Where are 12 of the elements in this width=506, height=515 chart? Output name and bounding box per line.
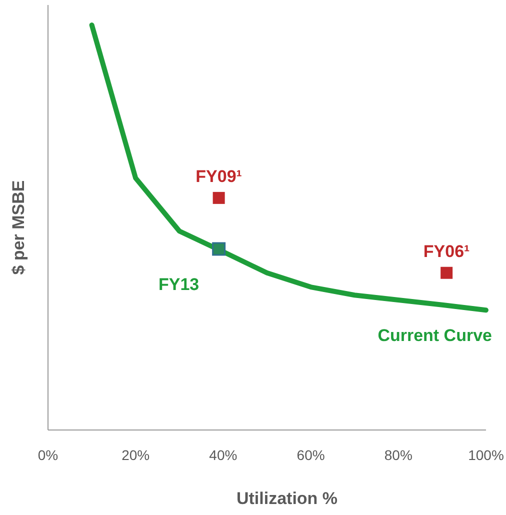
series-label: FY06¹	[423, 242, 470, 261]
x-tick-label: 40%	[209, 447, 238, 463]
x-axis-title: Utilization %	[236, 489, 338, 508]
x-tick-label: 100%	[468, 447, 504, 463]
y-axis-title: $ per MSBE	[9, 180, 28, 275]
x-tick-label: 20%	[122, 447, 150, 463]
x-tick-label: 60%	[296, 447, 325, 463]
series-label: Current Curve	[378, 326, 492, 346]
x-tick-label: 80%	[384, 447, 412, 463]
series-label: FY13	[158, 274, 200, 294]
x-tick-label: 0%	[38, 447, 58, 463]
series-label: FY09¹	[196, 166, 242, 186]
